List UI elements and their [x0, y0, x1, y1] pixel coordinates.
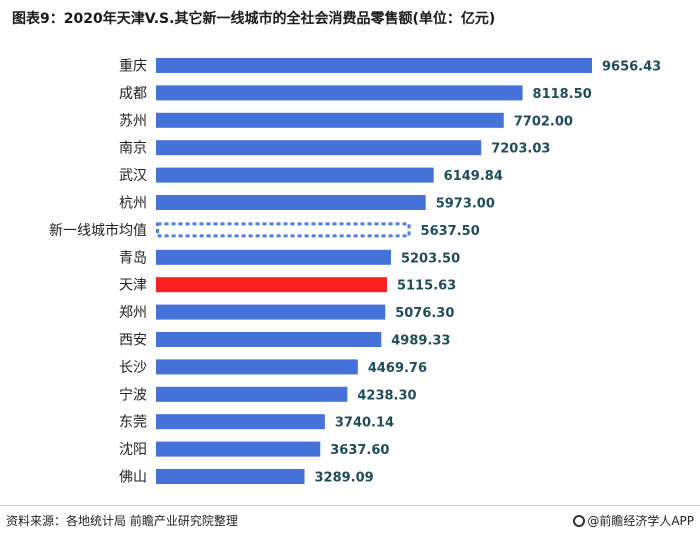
bar — [156, 167, 434, 183]
category-label: 重庆 — [119, 59, 147, 75]
value-label: 5115.63 — [397, 279, 456, 294]
value-label: 3637.60 — [330, 443, 389, 458]
bar — [156, 304, 386, 320]
value-label: 7203.03 — [491, 142, 550, 157]
category-label: 西安 — [119, 333, 147, 349]
category-label: 成都 — [119, 86, 147, 102]
value-label: 4238.30 — [357, 388, 416, 403]
category-label: 杭州 — [119, 196, 147, 212]
highlight-bar — [156, 277, 387, 293]
value-label: 9656.43 — [602, 60, 661, 75]
category-label: 苏州 — [119, 113, 147, 129]
chart-title: 图表9：2020年天津V.S.其它新一线城市的全社会消费品零售额(单位：亿元) — [12, 11, 496, 27]
value-label: 8118.50 — [533, 87, 592, 102]
category-label: 天津 — [119, 278, 147, 294]
source-note: 资料来源：各地统计局 前瞻产业研究院整理 — [6, 514, 238, 528]
bar — [156, 332, 382, 347]
value-label: 5973.00 — [436, 197, 495, 212]
bar — [156, 441, 321, 457]
value-label: 3740.14 — [335, 416, 394, 431]
category-label: 东莞 — [119, 415, 147, 431]
value-label: 7702.00 — [514, 114, 573, 129]
bar-chart: 重庆 9656.43 成都 8118.50 苏州 7702.00 南京 7203.03 武汉 61… — [49, 58, 661, 486]
bar — [156, 195, 426, 210]
category-label: 南京 — [119, 141, 147, 157]
brand-credit: @前瞻经济学人APP — [573, 512, 694, 529]
category-label: 新一线城市均值 — [49, 222, 147, 239]
bar — [156, 140, 482, 156]
bar — [156, 414, 325, 430]
category-label: 郑州 — [119, 305, 147, 321]
category-label: 佛山 — [119, 470, 147, 486]
value-label: 5637.50 — [421, 224, 480, 239]
bar — [156, 469, 305, 484]
bar — [156, 112, 504, 128]
category-label: 长沙 — [119, 360, 147, 376]
category-label: 沈阳 — [119, 442, 147, 458]
bar — [156, 85, 523, 101]
value-label: 6149.84 — [444, 169, 503, 184]
category-label: 武汉 — [119, 168, 147, 184]
bar — [156, 249, 391, 265]
value-label: 3289.09 — [315, 471, 374, 486]
value-label: 5076.30 — [395, 306, 454, 321]
value-label: 4989.33 — [391, 334, 450, 349]
brand-label: @前瞻经济学人APP — [587, 514, 694, 528]
footer-divider — [0, 505, 700, 506]
brand-logo-icon — [573, 515, 586, 527]
average-bar — [156, 222, 411, 238]
bar — [156, 386, 348, 402]
bar — [156, 58, 592, 73]
category-label: 青岛 — [119, 250, 147, 266]
value-label: 5203.50 — [401, 251, 460, 266]
category-label: 宁波 — [119, 386, 147, 403]
value-label: 4469.76 — [368, 361, 427, 376]
bar — [156, 359, 358, 375]
